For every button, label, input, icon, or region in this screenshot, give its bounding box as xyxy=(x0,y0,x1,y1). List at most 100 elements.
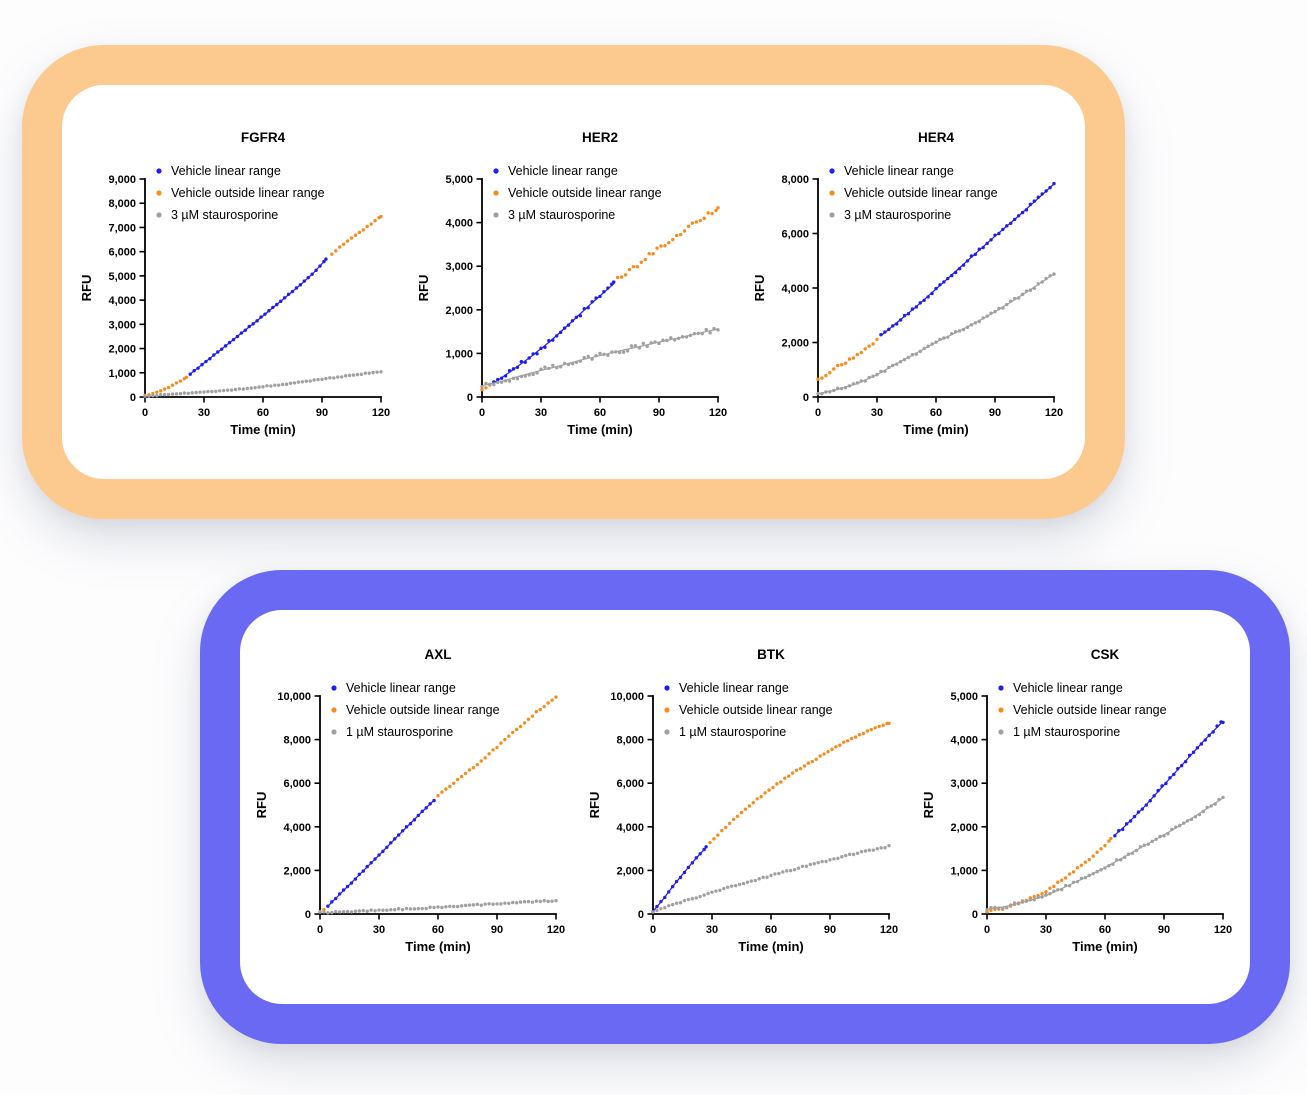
data-point xyxy=(384,845,389,850)
data-point xyxy=(1138,845,1142,849)
legend-marker-icon xyxy=(664,685,670,691)
chart-title: HER4 xyxy=(918,130,955,145)
data-point xyxy=(814,757,818,761)
legend-label: Vehicle outside linear range xyxy=(844,186,998,200)
data-point xyxy=(1151,794,1156,798)
data-point xyxy=(873,726,877,730)
data-point xyxy=(341,242,346,246)
y-tick-label: 2,000 xyxy=(950,822,978,834)
data-point xyxy=(538,899,542,904)
data-point xyxy=(826,749,830,754)
data-point xyxy=(416,813,420,818)
chart-title: AXL xyxy=(424,647,451,662)
data-point xyxy=(503,374,507,378)
data-point xyxy=(861,731,866,736)
legend-item: Vehicle outside linear range xyxy=(664,703,833,717)
legend-marker-icon xyxy=(997,707,1004,713)
data-point xyxy=(162,392,167,397)
data-point xyxy=(519,359,523,364)
y-axis-label: RFU xyxy=(416,275,431,302)
data-point xyxy=(294,286,298,290)
data-point xyxy=(566,362,570,367)
data-point xyxy=(686,224,690,229)
data-point xyxy=(1035,895,1040,900)
y-tick-label: 10,000 xyxy=(277,691,311,703)
data-point xyxy=(196,366,200,370)
data-point xyxy=(379,370,383,374)
data-point xyxy=(361,228,365,232)
data-point xyxy=(1118,858,1122,862)
data-point xyxy=(534,899,538,903)
data-point xyxy=(988,906,993,910)
series-vehicle-linear xyxy=(1112,720,1225,838)
chart-title: HER2 xyxy=(581,130,617,145)
data-point xyxy=(455,904,459,909)
data-point xyxy=(712,837,716,841)
data-point xyxy=(674,901,679,905)
data-point xyxy=(676,336,680,341)
x-axis-label: Time (min) xyxy=(567,422,633,437)
data-point xyxy=(818,754,822,758)
data-point xyxy=(659,899,663,904)
x-axis-ticks: 0 30 60 90 120 xyxy=(815,397,1063,419)
data-point xyxy=(926,344,931,349)
data-point xyxy=(1067,884,1071,888)
trend-line xyxy=(1113,720,1223,836)
chart-svg: HER2 0 1,000 2,000 3,000 4,000 5,000 0 30 60 90 120… xyxy=(416,130,727,437)
x-tick-label: 120 xyxy=(708,407,726,419)
data-point xyxy=(570,361,574,366)
data-point xyxy=(966,325,970,330)
x-tick-label: 30 xyxy=(372,924,384,936)
data-point xyxy=(704,845,708,849)
data-point xyxy=(542,365,547,369)
data-point xyxy=(463,903,467,908)
data-point xyxy=(621,350,625,354)
x-axis-label: Time (min) xyxy=(738,939,804,954)
y-tick-label: 8,000 xyxy=(283,735,311,747)
data-point xyxy=(527,373,531,377)
data-point xyxy=(1071,870,1075,874)
x-axis-ticks: 0 30 60 90 120 xyxy=(142,397,390,419)
data-point xyxy=(1124,822,1128,826)
data-point xyxy=(597,294,602,299)
data-point xyxy=(875,337,879,342)
data-point xyxy=(883,369,887,373)
trend-line xyxy=(986,797,1223,910)
y-tick-label: 2,000 xyxy=(108,344,136,356)
y-tick-label: 8,000 xyxy=(782,174,810,186)
y-tick-label: 4,000 xyxy=(616,822,644,834)
chart-svg: BTK 0 2,000 4,000 6,000 8,000 10,000 0 30 60 90 120… xyxy=(587,647,898,954)
data-point xyxy=(211,353,216,357)
data-point xyxy=(475,902,479,907)
data-point xyxy=(926,295,931,299)
data-point xyxy=(1173,825,1177,829)
y-axis-label: RFU xyxy=(752,275,767,302)
data-point xyxy=(781,870,785,874)
data-point xyxy=(427,802,432,806)
data-point xyxy=(166,385,171,390)
series-vehicle-linear xyxy=(325,798,436,908)
legend-marker-icon xyxy=(156,212,162,218)
data-point xyxy=(215,350,220,354)
data-point xyxy=(182,391,186,395)
data-point xyxy=(327,376,332,380)
data-point xyxy=(1197,812,1201,817)
data-point xyxy=(1203,738,1207,742)
data-point xyxy=(463,771,467,776)
data-point xyxy=(582,356,586,360)
data-point xyxy=(1028,202,1033,207)
data-point xyxy=(1106,864,1111,868)
data-point xyxy=(515,376,519,381)
data-point xyxy=(973,321,978,325)
data-point xyxy=(1021,210,1025,215)
series-staurosporine xyxy=(317,899,558,915)
data-point xyxy=(601,290,606,294)
data-point xyxy=(322,259,326,264)
data-point xyxy=(486,752,491,756)
legend-item: Vehicle linear range xyxy=(330,681,455,695)
data-point xyxy=(288,381,292,385)
data-point xyxy=(969,254,974,258)
data-point xyxy=(773,872,777,876)
legend-label: Vehicle linear range xyxy=(1013,681,1123,695)
data-point xyxy=(977,319,982,324)
